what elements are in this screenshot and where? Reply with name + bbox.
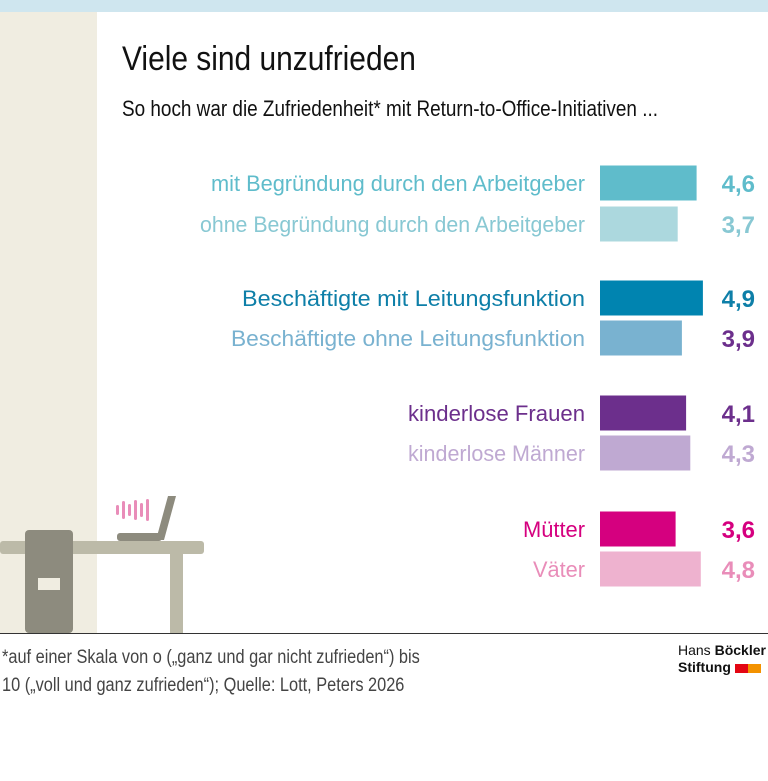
category-label: Mütter [523, 517, 585, 542]
logo-red-square [734, 663, 748, 673]
logo-text-hans: Hans [678, 642, 711, 658]
value-label: 4,9 [722, 286, 755, 313]
bar [600, 165, 697, 201]
bar [600, 511, 676, 547]
footnote-line-2: 10 („voll und ganz zufrieden“); Quelle: … [2, 675, 405, 696]
value-label: 4,1 [722, 401, 755, 428]
category-label: kinderlose Frauen [408, 401, 585, 426]
value-label: 3,6 [722, 517, 755, 544]
chart-subtitle: So hoch war die Zufriedenheit* mit Retur… [122, 96, 658, 121]
hans-boeckler-logo: Hans Böckler Stiftung [678, 642, 766, 676]
value-label: 4,8 [722, 557, 755, 584]
category-label: ohne Begründung durch den Arbeitgeber [200, 212, 585, 237]
laptop-base [117, 533, 162, 541]
logo-orange-square [747, 663, 761, 673]
chart-title: Viele sind unzufrieden [122, 40, 416, 78]
category-label: kinderlose Männer [408, 441, 585, 466]
sound-wave-icon [116, 499, 149, 521]
bar [600, 435, 691, 471]
desk-leg [170, 554, 183, 633]
category-label: Beschäftigte mit Leitungsfunktion [242, 286, 585, 311]
value-label: 4,6 [722, 171, 755, 198]
logo-text-stiftung: Stiftung [678, 659, 731, 675]
value-label: 3,7 [722, 212, 755, 239]
category-label: mit Begründung durch den Arbeitgeber [211, 171, 585, 196]
value-label: 3,9 [722, 326, 755, 353]
bar [600, 280, 703, 316]
desk-illustration [0, 496, 204, 633]
footnote-line-1: *auf einer Skala von o („ganz und gar ni… [2, 647, 420, 668]
bar [600, 206, 678, 242]
category-label: Väter [533, 557, 585, 582]
value-label: 4,3 [722, 441, 755, 468]
category-label: Beschäftigte ohne Leitungsfunktion [231, 326, 585, 351]
bar [600, 395, 687, 431]
bar [600, 320, 682, 356]
top-band [0, 0, 768, 12]
footer-divider [0, 633, 768, 634]
bar [600, 551, 701, 587]
chair-gap [38, 578, 60, 590]
wall-illustration [0, 12, 97, 633]
logo-text-boeckler: Böckler [714, 642, 766, 658]
footnote: *auf einer Skala von o („ganz und gar ni… [2, 644, 420, 700]
laptop-screen [156, 496, 176, 540]
